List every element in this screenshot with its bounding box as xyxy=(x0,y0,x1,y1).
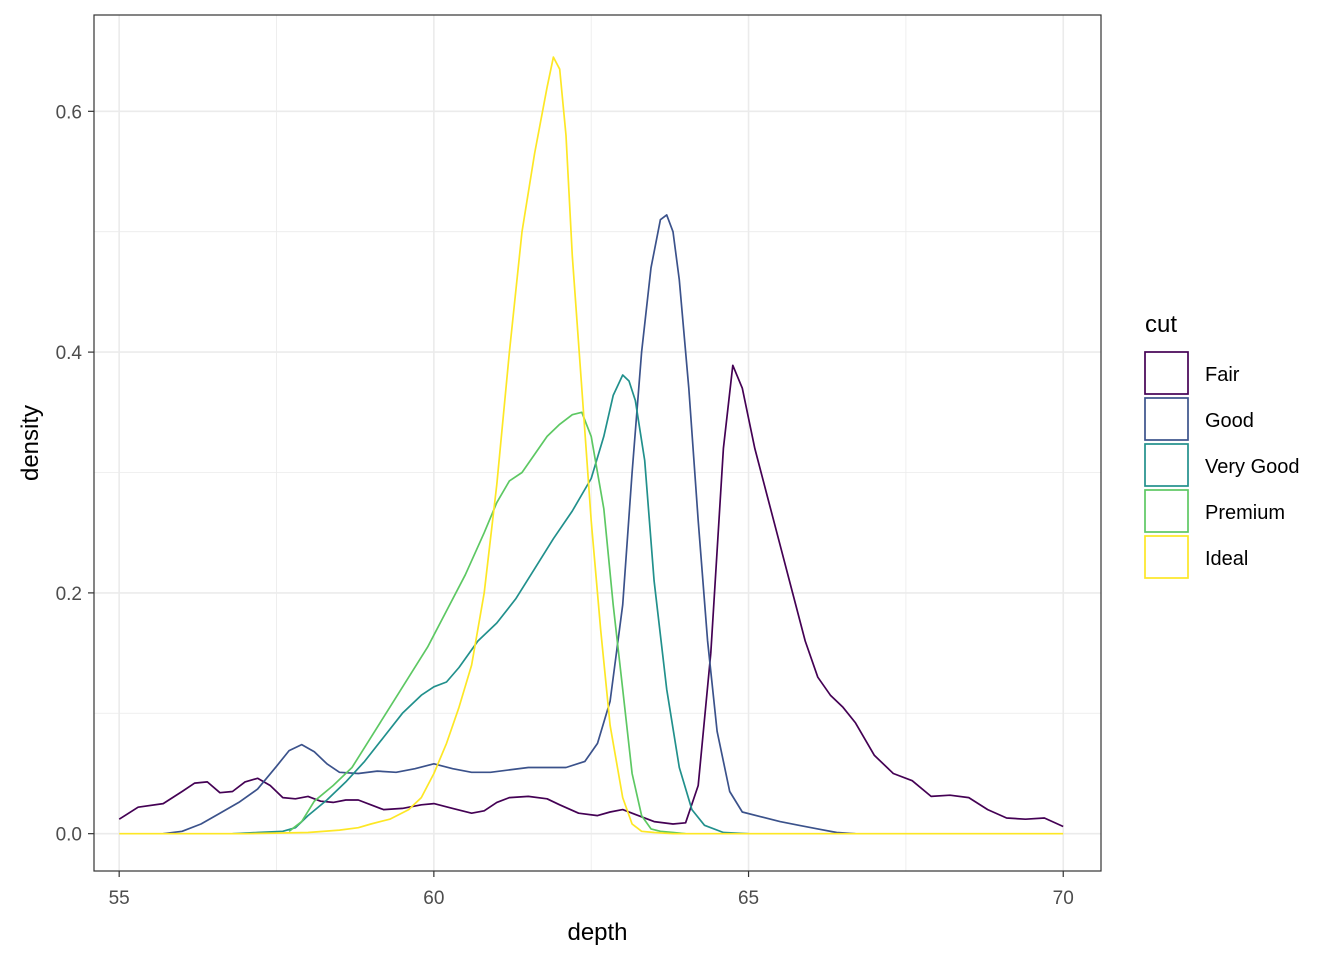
legend-key-ideal xyxy=(1144,535,1189,579)
legend-label: Premium xyxy=(1205,502,1285,524)
legend-label: Fair xyxy=(1205,364,1240,386)
x-tick-label: 60 xyxy=(423,888,444,909)
legend-key-fair xyxy=(1144,351,1189,395)
x-axis-ticks: 55 60 65 70 xyxy=(109,871,1074,909)
legend-label: Very Good xyxy=(1205,456,1300,478)
legend-key-very-good xyxy=(1144,443,1189,487)
series-line-ideal xyxy=(119,56,1064,835)
y-tick-label: 0.4 xyxy=(56,343,83,364)
y-axis-title: density xyxy=(17,405,44,481)
y-axis-ticks: 0.0 0.2 0.4 0.6 xyxy=(56,102,94,846)
x-tick-label: 65 xyxy=(738,888,759,909)
legend-key-premium xyxy=(1144,489,1189,533)
legend-title: cut xyxy=(1145,311,1177,338)
y-tick-label: 0.6 xyxy=(56,102,82,123)
y-tick-label: 0.0 xyxy=(56,825,82,846)
x-tick-label: 70 xyxy=(1053,888,1074,909)
panel-border xyxy=(93,14,1102,872)
x-tick-label: 55 xyxy=(109,888,130,909)
legend-key-good xyxy=(1144,397,1189,441)
legend-label: Ideal xyxy=(1205,548,1248,570)
y-tick-label: 0.2 xyxy=(56,584,82,605)
series-line-premium xyxy=(288,411,686,835)
series-lines xyxy=(118,56,1064,835)
series-line-good xyxy=(163,214,856,835)
x-axis-title: depth xyxy=(567,919,627,946)
legend-label: Good xyxy=(1205,410,1254,432)
series-line-very-good xyxy=(232,374,749,835)
series-line-fair xyxy=(118,364,1064,828)
legend: cut Fair Good Very Good Premium Ideal xyxy=(1144,311,1300,579)
